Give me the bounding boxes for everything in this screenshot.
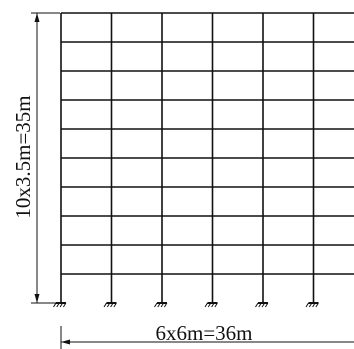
vertical-dimension-label: 10x3.5m=35m — [11, 95, 35, 218]
fixed-support-icon — [103, 302, 117, 308]
fixed-support-icon — [255, 302, 269, 308]
fixed-support-icon — [53, 302, 67, 308]
fixed-support-icon — [305, 302, 319, 308]
vertical-dimension: 10x3.5m=35m — [11, 12, 60, 304]
horizontal-dimension: 6x6m=36m — [60, 321, 354, 349]
horizontal-dimension-label: 6x6m=36m — [155, 321, 252, 345]
frame-grid — [60, 12, 354, 303]
fixed-support-icon — [154, 302, 168, 308]
vertical-dimension-arrow-top — [34, 13, 40, 22]
fixed-support-icon — [204, 302, 218, 308]
vertical-dimension-arrow-bottom — [34, 294, 40, 303]
fixed-supports — [53, 302, 319, 308]
horizontal-dimension-arrow-left — [61, 339, 70, 345]
